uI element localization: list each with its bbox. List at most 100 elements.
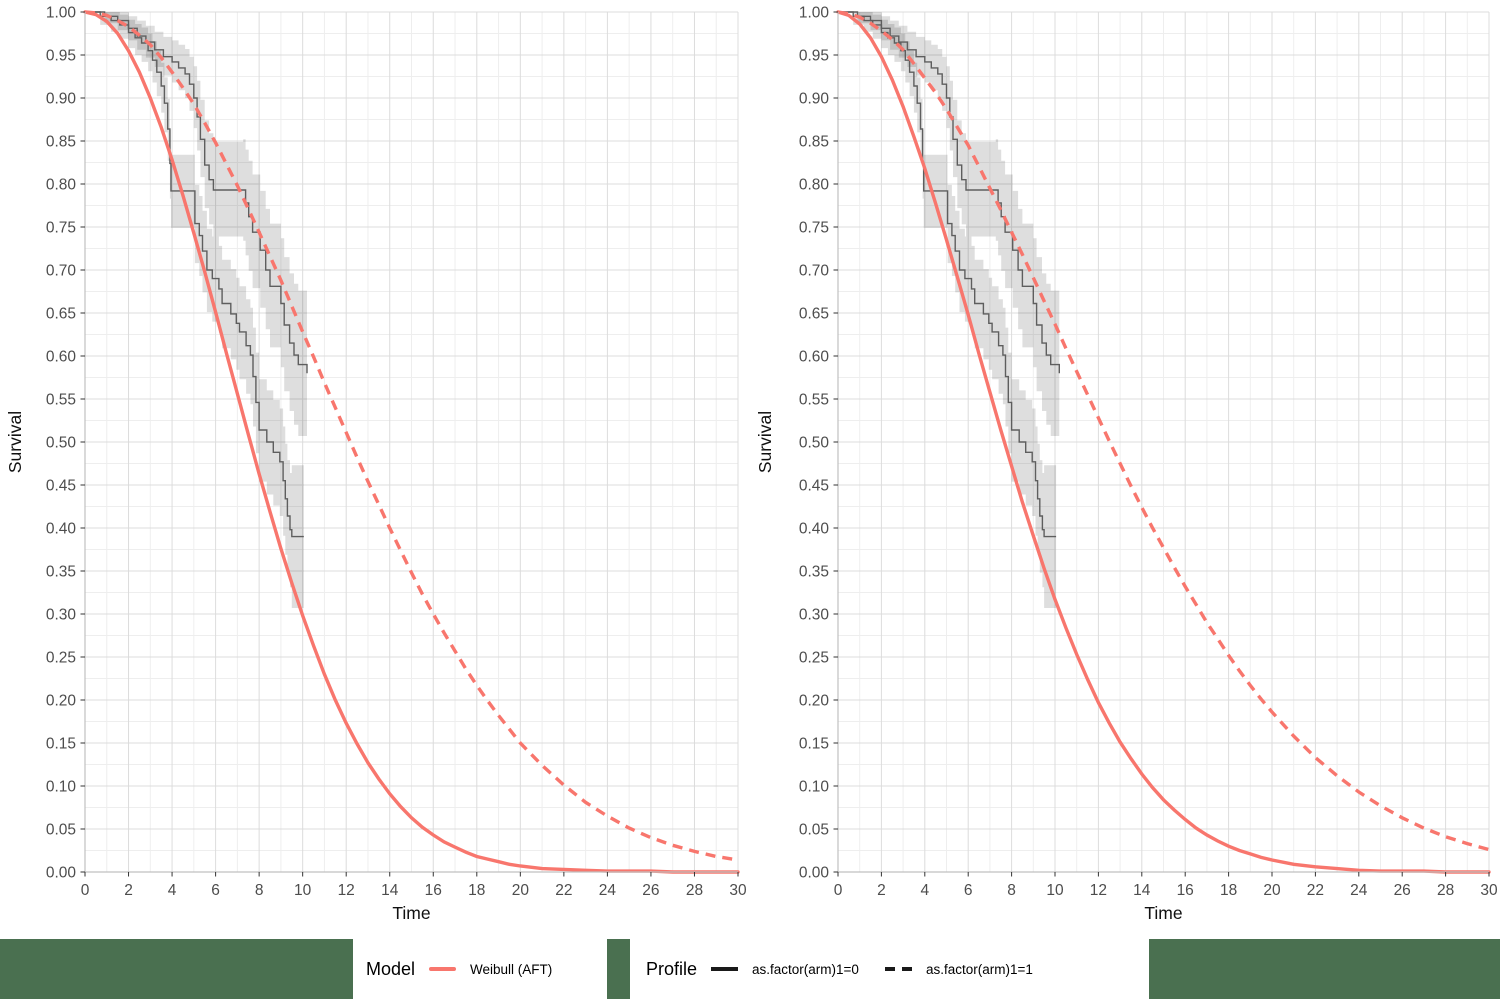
x-tick-label: 30 [1480,882,1498,899]
km-confidence-bands [838,12,1060,610]
legend-model-title: Model [366,958,416,979]
y-tick-label: 0.40 [799,521,830,538]
y-tick-label: 0.90 [799,91,830,108]
legend-strip: Model Weibull (AFT) Profile as.factor(ar… [0,939,1500,999]
weibull-curve-solid [836,10,1491,874]
y-tick-label: 0.20 [46,693,77,710]
x-tick-label: 8 [255,882,264,899]
x-tick-label: 4 [168,882,177,899]
y-tick-label: 0.80 [799,177,830,194]
y-tick-label: 0.25 [46,650,76,667]
x-tick-label: 4 [920,882,929,899]
legend-profile-item0-label: as.factor(arm)1=0 [752,961,859,977]
y-tick-label: 0.85 [799,134,829,151]
y-tick-label: 0.00 [46,865,77,882]
y-tick-label: 0.85 [46,134,76,151]
survival-plot-right: 0 2 4 6 8 10 12 14 16 18 20 22 24 26 28 300.000.050.100… [755,5,1498,924]
axis-labels: 0 2 4 6 8 10 12 14 16 18 20 22 24 26 28 300.000.050.100… [5,5,747,924]
legend-profile-item1-label: as.factor(arm)1=1 [925,961,1033,977]
solid-line-swatch-icon [711,967,739,971]
km-curve [838,11,1060,374]
model-curves [836,10,1491,874]
x-tick-label: 0 [81,882,90,899]
y-tick-label: 0.75 [799,220,829,237]
y-tick-label: 0.10 [799,779,830,796]
km-curve [838,11,1057,538]
km-step-curves [838,11,1060,538]
x-tick-label: 12 [1090,882,1107,899]
panel-left: 0 2 4 6 8 10 12 14 16 18 20 22 24 26 28 30 0.00 0.05 0.10 0… [0,0,750,939]
weibull-curve-solid [83,10,740,874]
charts-row: 0 2 4 6 8 10 12 14 16 18 20 22 24 26 28 30 0.00 0.05 0.10 0… [0,0,1498,939]
y-tick-label: 0.00 [799,865,830,882]
x-tick-label: 24 [1350,882,1368,899]
axes [833,11,1490,877]
gridlines-major [84,11,739,873]
x-tick-label: 14 [381,882,399,899]
y-axis-title: Survival [5,411,25,473]
y-tick-label: 0.15 [46,736,76,753]
x-tick-label: 22 [1307,882,1324,899]
y-tick-label: 0.10 [46,779,77,796]
y-tick-label: 0.05 [799,822,829,839]
y-tick-label: 0.50 [46,435,77,452]
weibull-curve-dashed [837,10,1490,852]
y-tick-label: 1.00 [799,5,830,22]
x-tick-label: 6 [964,882,973,899]
x-tick-label: 8 [1007,882,1016,899]
x-tick-label: 18 [468,882,485,899]
survival-plot-left: 0 2 4 6 8 10 12 14 16 18 20 22 24 26 28 300.000.050.100… [5,5,747,924]
y-tick-label: 0.95 [799,48,829,65]
y-tick-label: 0.55 [46,392,76,409]
x-tick-label: 24 [599,882,617,899]
x-tick-label: 30 [729,882,747,899]
legend-model-item-label: Weibull (AFT) [470,961,553,977]
y-tick-label: 0.60 [799,349,830,366]
y-tick-label: 0.75 [46,220,76,237]
x-tick-label: 26 [1394,882,1411,899]
y-tick-label: 0.50 [799,435,830,452]
y-axis-title: Survival [755,411,775,473]
legend-profile: Profile as.factor(arm)1=0 as.factor(arm)… [630,939,1149,999]
y-tick-label: 0.40 [46,521,77,538]
y-tick-label: 0.70 [46,263,77,280]
x-tick-label: 0 [834,882,843,899]
model-curves [83,10,740,874]
x-tick-label: 2 [124,882,133,899]
legend-profile-title: Profile [646,958,698,979]
y-tick-label: 0.55 [799,392,829,409]
x-tick-label: 28 [686,882,703,899]
x-tick-label: 2 [877,882,886,899]
y-tick-label: 0.05 [46,822,76,839]
confidence-band [838,12,1060,455]
gridlines-major [837,11,1490,873]
x-tick-label: 28 [1437,882,1454,899]
axis-labels: 0 2 4 6 8 10 12 14 16 18 20 22 24 26 28 300.000.050.100… [755,5,1498,924]
y-tick-label: 0.95 [46,48,76,65]
y-tick-label: 0.65 [799,306,829,323]
y-tick-label: 0.80 [46,177,77,194]
x-tick-label: 12 [338,882,355,899]
y-tick-label: 0.30 [46,607,77,624]
x-tick-label: 26 [642,882,659,899]
weibull-line-swatch-icon [429,967,457,971]
y-tick-label: 0.45 [46,478,76,495]
x-tick-label: 10 [294,882,312,899]
x-tick-label: 20 [512,882,530,899]
y-tick-label: 1.00 [46,5,77,22]
x-axis-title: Time [392,903,430,923]
y-tick-label: 0.70 [799,263,830,280]
km-confidence-bands [85,12,307,610]
x-tick-label: 16 [425,882,442,899]
x-tick-label: 10 [1046,882,1064,899]
y-tick-label: 0.90 [46,91,77,108]
x-tick-label: 18 [1220,882,1237,899]
y-tick-label: 0.65 [46,306,76,323]
legend-model: Model Weibull (AFT) [353,939,607,999]
x-tick-label: 14 [1133,882,1151,899]
confidence-band [85,12,307,455]
x-axis-title: Time [1144,903,1182,923]
x-tick-label: 22 [555,882,572,899]
y-tick-label: 0.25 [799,650,829,667]
